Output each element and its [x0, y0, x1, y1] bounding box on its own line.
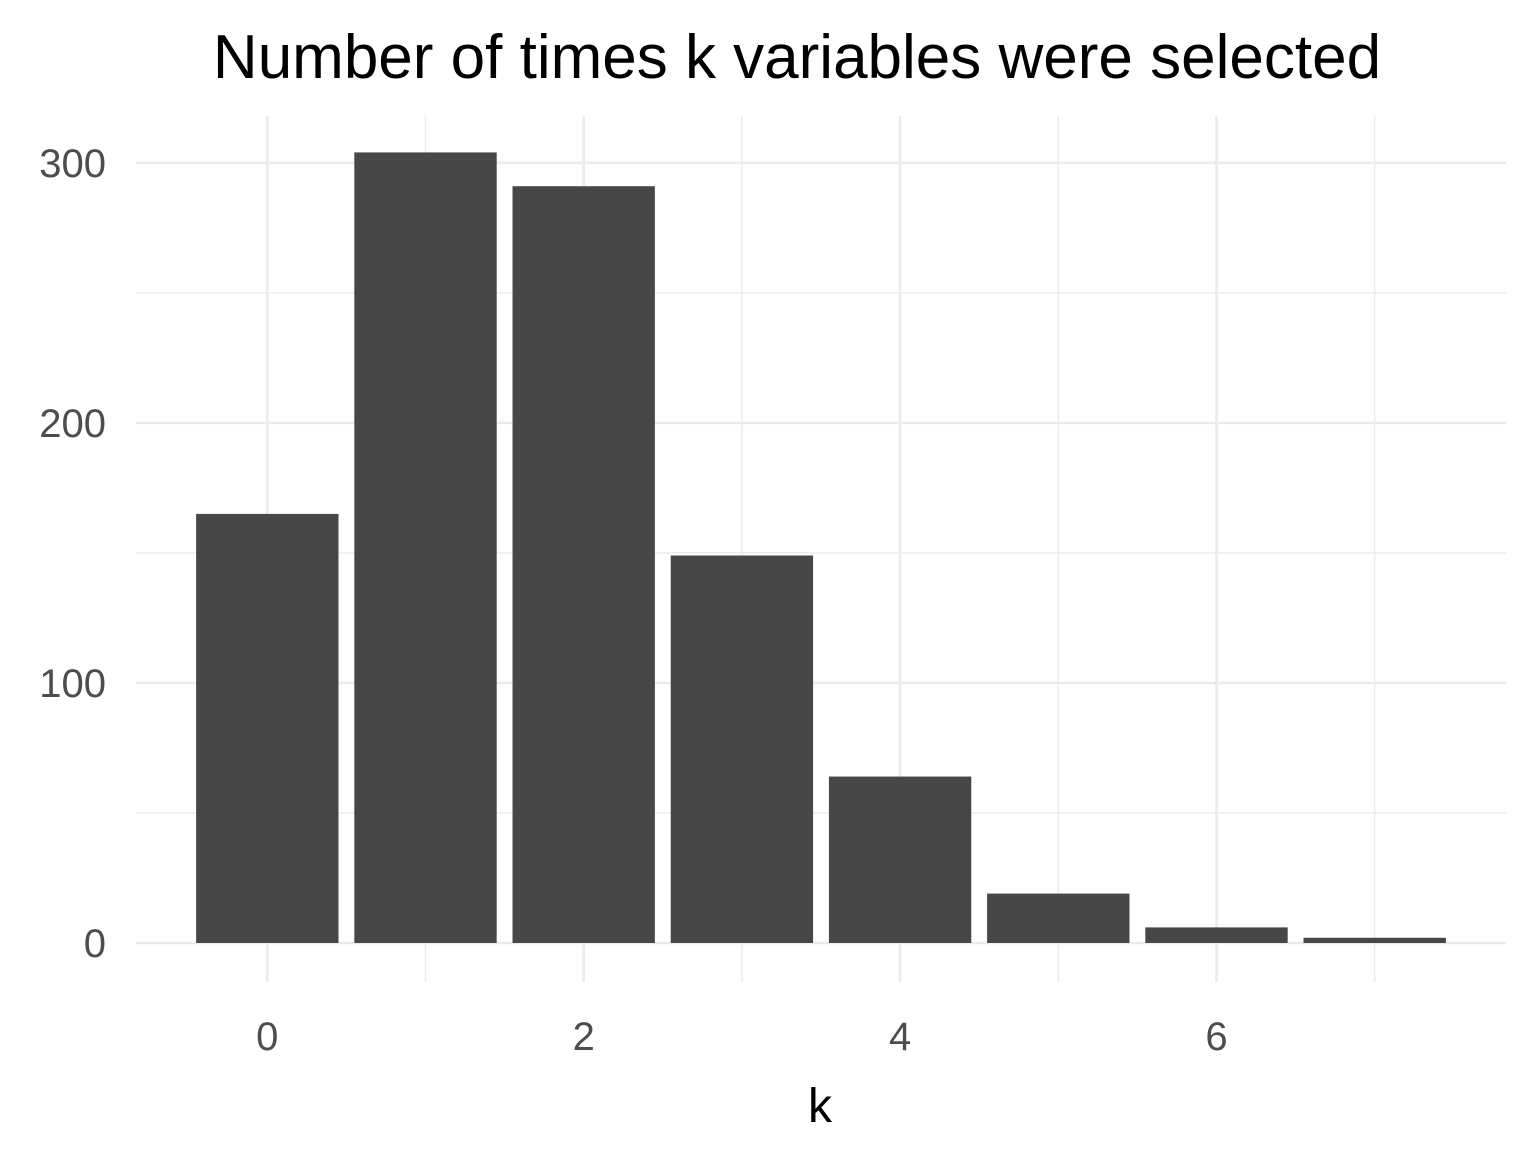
y-tick-label: 300: [39, 142, 106, 186]
x-tick-label: 0: [256, 1015, 278, 1059]
bar-k-7: [1303, 937, 1446, 943]
x-axis-tick-labels: 0 2 4 6: [256, 1015, 1227, 1059]
bar-k-2: [512, 186, 655, 943]
y-axis-tick-labels: 0 100 200 300: [39, 142, 106, 966]
bar-k-3: [670, 555, 814, 943]
bar-k-6: [1145, 927, 1288, 943]
bar-k-5: [987, 893, 1130, 943]
x-axis-title: k: [808, 1080, 833, 1133]
y-tick-label: 100: [39, 662, 106, 706]
x-tick-label: 2: [573, 1015, 595, 1059]
chart-title: Number of times k variables were selecte…: [213, 23, 1381, 92]
x-tick-label: 4: [889, 1015, 911, 1059]
bar-k-0: [196, 513, 339, 943]
bars: [196, 152, 1446, 943]
bar-k-1: [354, 152, 497, 943]
y-tick-label: 0: [84, 922, 106, 966]
y-tick-label: 200: [39, 402, 106, 446]
bar-k-4: [828, 776, 972, 943]
x-tick-label: 6: [1205, 1015, 1227, 1059]
